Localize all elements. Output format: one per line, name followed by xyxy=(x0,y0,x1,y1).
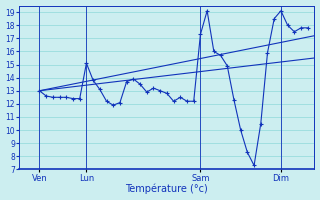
X-axis label: Température (°c): Température (°c) xyxy=(125,184,208,194)
